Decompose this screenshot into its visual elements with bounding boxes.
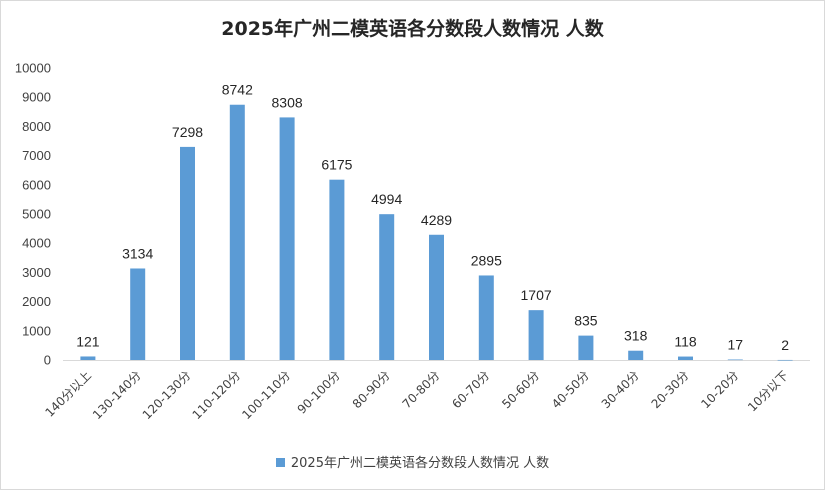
y-tick-label: 10000 bbox=[15, 61, 51, 76]
bar bbox=[528, 310, 544, 360]
bar bbox=[379, 214, 395, 360]
bar bbox=[329, 179, 345, 360]
x-tick-label: 140分以上 bbox=[42, 368, 94, 420]
bar bbox=[130, 268, 146, 360]
data-label: 8308 bbox=[272, 94, 303, 110]
bar bbox=[279, 117, 295, 360]
bar bbox=[628, 350, 644, 360]
data-label: 3134 bbox=[122, 245, 153, 261]
x-tick-label: 80-90分 bbox=[350, 368, 393, 411]
y-axis-ticks: 0 1000 2000 3000 4000 5000 6000 7000 8000 9000 100… bbox=[15, 61, 51, 368]
bar bbox=[180, 146, 195, 360]
x-tick-label: 70-80分 bbox=[400, 368, 443, 411]
x-tick-label: 10-20分 bbox=[698, 368, 741, 411]
bar bbox=[777, 359, 793, 361]
x-tick-label: 10分以下 bbox=[745, 368, 791, 414]
data-label: 6175 bbox=[321, 157, 352, 173]
bar bbox=[80, 356, 96, 360]
chart-title: 2025年广州二模英语各分数段人数情况 人数 bbox=[221, 18, 604, 40]
x-tick-label: 90-100分 bbox=[295, 368, 343, 416]
data-label: 318 bbox=[624, 328, 648, 344]
x-tick-label: 110-120分 bbox=[190, 368, 244, 422]
x-tick-label: 40-50分 bbox=[549, 368, 592, 411]
data-label: 8742 bbox=[222, 82, 253, 98]
y-tick-label: 1000 bbox=[22, 323, 51, 338]
data-label: 17 bbox=[728, 337, 744, 353]
y-tick-label: 9000 bbox=[22, 90, 51, 105]
legend: 2025年广州二模英语各分数段人数情况 人数 bbox=[0, 452, 825, 471]
y-tick-label: 8000 bbox=[22, 119, 51, 134]
data-label: 1707 bbox=[521, 287, 552, 303]
bar bbox=[727, 359, 743, 361]
data-label: 2895 bbox=[471, 252, 502, 268]
x-tick-label: 60-70分 bbox=[449, 368, 492, 411]
data-label: 4289 bbox=[421, 212, 452, 228]
bar bbox=[678, 356, 693, 360]
y-tick-label: 7000 bbox=[22, 148, 51, 163]
y-tick-label: 3000 bbox=[22, 265, 51, 280]
data-label: 4994 bbox=[371, 191, 402, 207]
x-tick-label: 50-60分 bbox=[499, 368, 542, 411]
y-tick-label: 0 bbox=[44, 353, 51, 368]
y-tick-label: 4000 bbox=[22, 236, 51, 251]
legend-swatch bbox=[275, 458, 285, 467]
data-label: 7298 bbox=[172, 124, 203, 140]
data-label: 2 bbox=[781, 337, 789, 353]
x-tick-label: 100-110分 bbox=[239, 368, 293, 422]
x-tick-label: 30-40分 bbox=[599, 368, 642, 411]
bars bbox=[80, 104, 793, 361]
bar bbox=[478, 275, 494, 360]
y-tick-label: 2000 bbox=[22, 294, 51, 309]
bar bbox=[578, 335, 594, 360]
x-tick-label: 20-30分 bbox=[649, 368, 692, 411]
bar bbox=[229, 104, 245, 360]
data-label: 121 bbox=[76, 333, 100, 349]
data-labels: 121 3134 7298 8742 8308 6175 4994 4289 2895 1707 8… bbox=[76, 82, 789, 353]
x-tick-label: 130-140分 bbox=[90, 368, 144, 422]
y-tick-label: 6000 bbox=[22, 177, 51, 192]
legend-label: 2025年广州二模英语各分数段人数情况 人数 bbox=[290, 456, 550, 471]
y-tick-label: 5000 bbox=[22, 207, 51, 222]
bar bbox=[429, 234, 444, 360]
data-label: 118 bbox=[674, 334, 697, 350]
data-label: 835 bbox=[574, 313, 598, 329]
x-tick-label: 120-130分 bbox=[140, 368, 194, 422]
